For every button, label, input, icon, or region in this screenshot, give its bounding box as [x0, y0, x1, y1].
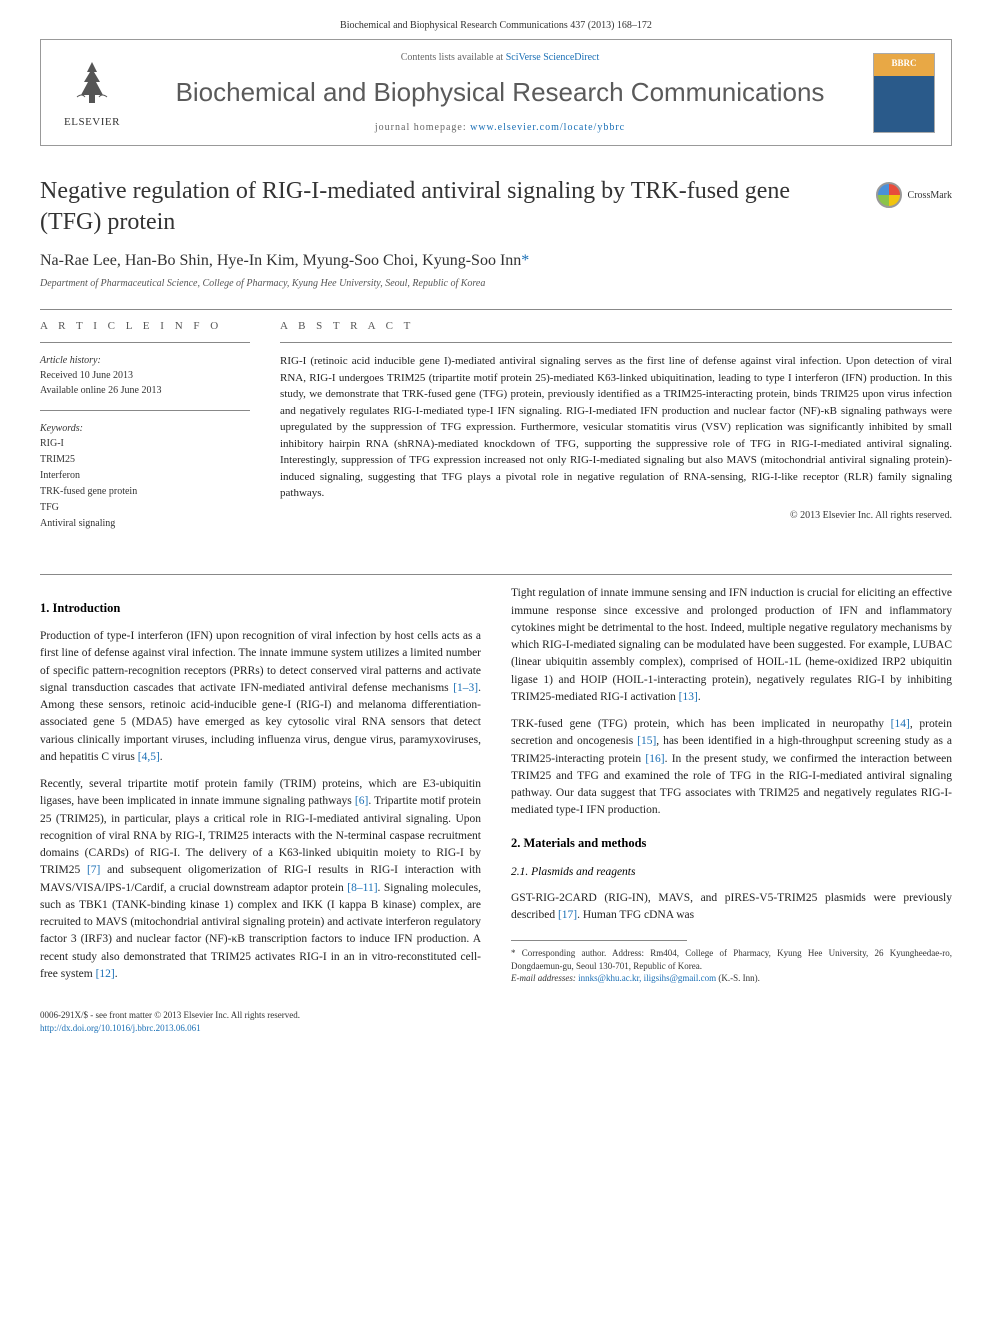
history-label: Article history: — [40, 353, 250, 368]
footer-doi-link[interactable]: http://dx.doi.org/10.1016/j.bbrc.2013.06… — [40, 1023, 201, 1033]
footnote-divider — [511, 940, 687, 941]
divider — [280, 342, 952, 343]
crossmark-icon — [876, 182, 902, 208]
contents-prefix: Contents lists available at — [401, 52, 506, 63]
article-title: Negative regulation of RIG-I-mediated an… — [40, 176, 856, 238]
footnote-email-suffix: (K.-S. Inn). — [716, 973, 760, 983]
citation-link[interactable]: [12] — [96, 968, 115, 980]
article-info-column: A R T I C L E I N F O Article history: R… — [40, 320, 250, 544]
authors-names: Na-Rae Lee, Han-Bo Shin, Hye-In Kim, Myu… — [40, 252, 521, 269]
crossmark-label: CrossMark — [908, 190, 952, 201]
crossmark-badge[interactable]: CrossMark — [876, 182, 952, 208]
intro-paragraph-4: TRK-fused gene (TFG) protein, which has … — [511, 716, 952, 820]
history-received: Received 10 June 2013 — [40, 368, 250, 383]
text-span: . Human TFG cDNA was — [577, 909, 694, 921]
article-history: Article history: Received 10 June 2013 A… — [40, 353, 250, 398]
footnote-address: * Corresponding author. Address: Rm404, … — [511, 947, 952, 972]
authors-line: Na-Rae Lee, Han-Bo Shin, Hye-In Kim, Myu… — [40, 252, 952, 270]
footnote-block: * Corresponding author. Address: Rm404, … — [511, 940, 952, 985]
footnote-email-link[interactable]: innks@khu.ac.kr, iligsihs@gmail.com — [578, 973, 716, 983]
keyword: TFG — [40, 500, 250, 516]
divider — [40, 342, 250, 343]
citation-link[interactable]: [7] — [87, 864, 100, 876]
keyword: Interferon — [40, 468, 250, 484]
footnote-email-line: E-mail addresses: innks@khu.ac.kr, iligs… — [511, 972, 952, 985]
keyword: RIG-I — [40, 436, 250, 452]
keywords-list: RIG-I TRIM25 Interferon TRK-fused gene p… — [40, 436, 250, 532]
journal-reference: Biochemical and Biophysical Research Com… — [40, 20, 952, 31]
intro-paragraph-1: Production of type-I interferon (IFN) up… — [40, 628, 481, 766]
citation-link[interactable]: [15] — [637, 735, 656, 747]
homepage-prefix: journal homepage: — [375, 122, 470, 133]
corresponding-author-mark[interactable]: * — [521, 252, 529, 269]
methods-paragraph-1: GST-RIG-2CARD (RIG-IN), MAVS, and pIRES-… — [511, 890, 952, 925]
intro-heading: 1. Introduction — [40, 599, 481, 618]
elsevier-label: ELSEVIER — [57, 116, 127, 128]
keyword: TRK-fused gene protein — [40, 484, 250, 500]
homepage-link[interactable]: www.elsevier.com/locate/ybbrc — [470, 122, 625, 133]
citation-link[interactable]: [4,5] — [138, 751, 160, 763]
citation-link[interactable]: [16] — [645, 753, 664, 765]
divider — [40, 410, 250, 411]
journal-header-box: ELSEVIER Contents lists available at Sci… — [40, 39, 952, 146]
text-span: . — [160, 751, 163, 763]
corresponding-author-footnote: * Corresponding author. Address: Rm404, … — [511, 947, 952, 985]
history-online: Available online 26 June 2013 — [40, 383, 250, 398]
text-span: . — [115, 968, 118, 980]
abstract-text: RIG-I (retinoic acid inducible gene I)-m… — [280, 353, 952, 502]
keyword: TRIM25 — [40, 452, 250, 468]
text-span: . Among these sensors, retinoic acid-ind… — [40, 682, 481, 763]
citation-link[interactable]: [6] — [355, 795, 368, 807]
text-span: . Signaling molecules, such as TBK1 (TAN… — [40, 882, 481, 980]
keywords-label: Keywords: — [40, 421, 250, 436]
text-span: Production of type-I interferon (IFN) up… — [40, 630, 481, 694]
divider — [40, 574, 952, 575]
intro-paragraph-2: Recently, several tripartite motif prote… — [40, 776, 481, 983]
title-row: Negative regulation of RIG-I-mediated an… — [40, 176, 952, 238]
cover-bbrc-label: BBRC — [891, 58, 916, 68]
citation-link[interactable]: [14] — [891, 718, 910, 730]
abstract-label: A B S T R A C T — [280, 320, 952, 332]
journal-name: Biochemical and Biophysical Research Com… — [147, 77, 853, 108]
elsevier-logo: ELSEVIER — [57, 57, 127, 128]
contents-available-line: Contents lists available at SciVerse Sci… — [147, 52, 853, 63]
citation-link[interactable]: [13] — [679, 691, 698, 703]
article-info-label: A R T I C L E I N F O — [40, 320, 250, 332]
citation-link[interactable]: [8–11] — [347, 882, 377, 894]
keywords-block: Keywords: RIG-I TRIM25 Interferon TRK-fu… — [40, 421, 250, 532]
abstract-copyright: © 2013 Elsevier Inc. All rights reserved… — [280, 510, 952, 521]
intro-paragraph-3: Tight regulation of innate immune sensin… — [511, 585, 952, 706]
footer: 0006-291X/$ - see front matter © 2013 El… — [40, 1009, 952, 1034]
journal-cover-thumbnail: BBRC — [873, 53, 935, 133]
text-span: Tight regulation of innate immune sensin… — [511, 587, 952, 703]
citation-link[interactable]: [1–3] — [453, 682, 478, 694]
divider — [40, 309, 952, 310]
citation-link[interactable]: [17] — [558, 909, 577, 921]
header-center: Contents lists available at SciVerse Sci… — [147, 52, 853, 133]
footer-copyright: 0006-291X/$ - see front matter © 2013 El… — [40, 1009, 952, 1022]
footnote-email-label: E-mail addresses: — [511, 973, 576, 983]
info-abstract-row: A R T I C L E I N F O Article history: R… — [40, 320, 952, 544]
methods-heading: 2. Materials and methods — [511, 834, 952, 853]
keyword: Antiviral signaling — [40, 516, 250, 532]
body-text: 1. Introduction Production of type-I int… — [40, 585, 952, 989]
sciencedirect-link[interactable]: SciVerse ScienceDirect — [506, 52, 600, 63]
homepage-line: journal homepage: www.elsevier.com/locat… — [147, 122, 853, 133]
affiliation: Department of Pharmaceutical Science, Co… — [40, 278, 952, 289]
elsevier-tree-icon — [67, 57, 117, 107]
text-span: . — [698, 691, 701, 703]
text-span: TRK-fused gene (TFG) protein, which has … — [511, 718, 891, 730]
abstract-column: A B S T R A C T RIG-I (retinoic acid ind… — [280, 320, 952, 544]
methods-subheading-1: 2.1. Plasmids and reagents — [511, 864, 952, 881]
